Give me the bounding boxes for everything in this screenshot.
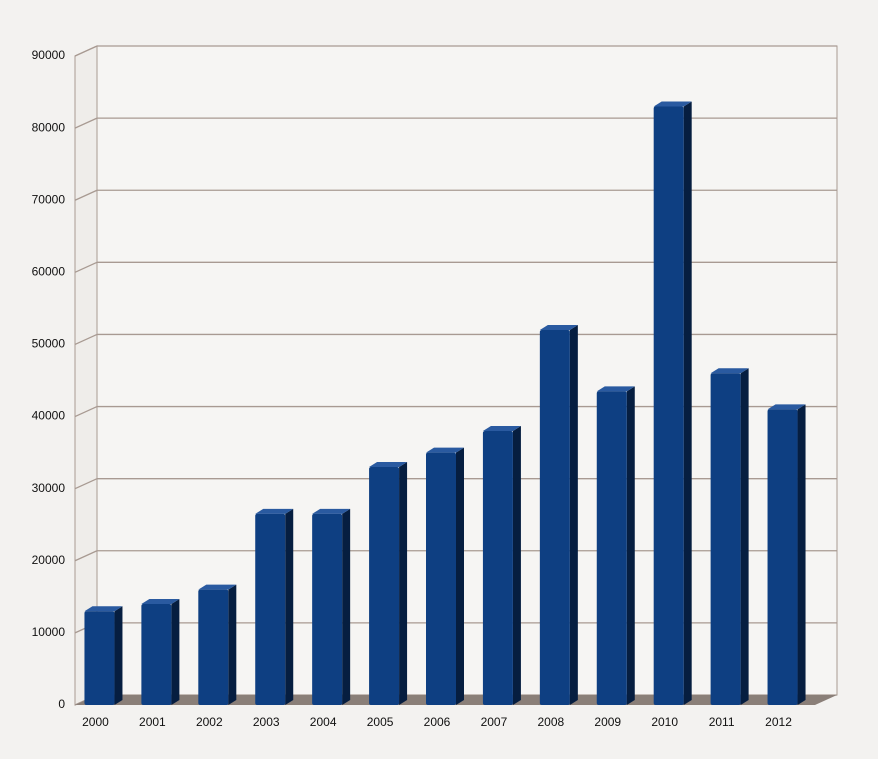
grid-line-side (74, 333, 98, 346)
bar (539, 330, 570, 705)
x-tick-label: 2002 (196, 715, 223, 729)
grid-line-side (74, 189, 98, 201)
grid-line-side (74, 117, 98, 129)
x-tick-label: 2006 (424, 715, 451, 729)
y-tick-label: 0 (58, 697, 65, 711)
bar-side (683, 101, 692, 705)
bar (141, 604, 172, 705)
bar (482, 430, 513, 705)
bar (255, 513, 286, 705)
y-tick-label: 10000 (32, 625, 66, 639)
grid-line-side (74, 405, 98, 418)
bar-side (228, 584, 237, 705)
bar-side (285, 508, 294, 705)
bar-top (482, 425, 521, 431)
grid-line-side (74, 261, 98, 273)
bar-side (740, 368, 749, 705)
bar-top (369, 462, 408, 468)
x-tick-label: 2009 (594, 715, 621, 729)
bar-top (312, 508, 351, 514)
bar-side (171, 599, 180, 705)
bar (198, 589, 229, 705)
bar-top (198, 584, 237, 590)
bar (369, 467, 400, 705)
x-tick-label: 2005 (367, 715, 394, 729)
y-tick-label: 60000 (32, 265, 66, 279)
bar-top (767, 404, 806, 410)
x-tick-label: 2001 (139, 715, 166, 729)
bar-top (710, 368, 749, 374)
y-tick-label: 40000 (32, 409, 66, 423)
bar-top (84, 606, 123, 612)
bar (653, 106, 684, 705)
bar-top (426, 447, 464, 453)
y-tick-label: 90000 (32, 48, 66, 62)
y-tick-label: 80000 (32, 120, 66, 134)
bar-side (399, 462, 408, 705)
y-tick-label: 50000 (32, 337, 66, 351)
x-tick-label: 2000 (82, 715, 109, 729)
bar-top (653, 101, 692, 107)
bar (312, 513, 343, 705)
bar-top (539, 325, 578, 331)
x-tick-label: 2012 (765, 715, 792, 729)
x-tick-label: 2003 (253, 715, 280, 729)
x-tick-label: 2010 (651, 715, 678, 729)
bar (426, 452, 456, 705)
bar-side (456, 447, 464, 705)
y-tick-label: 70000 (32, 192, 66, 206)
grid-line-side (74, 45, 98, 57)
bar-side (114, 606, 123, 705)
x-tick-label: 2007 (481, 715, 508, 729)
bar-side (626, 386, 635, 705)
y-tick-label: 20000 (32, 553, 66, 567)
grid-line-side (74, 478, 98, 490)
x-tick-label: 2011 (709, 715, 735, 729)
side-wall (74, 45, 98, 706)
bar-top (141, 599, 180, 605)
bar-top (255, 508, 294, 514)
y-tick-label: 30000 (32, 481, 66, 495)
bar (596, 391, 627, 705)
x-tick-label: 2004 (310, 715, 337, 729)
bar-side (342, 508, 351, 705)
bar (767, 409, 798, 705)
bar-top (596, 386, 635, 392)
x-tick-label: 2008 (537, 715, 564, 729)
bar-side (797, 404, 806, 705)
bar (710, 373, 741, 705)
bar-side (512, 425, 521, 705)
bar (84, 611, 115, 705)
grid-line-side (74, 550, 98, 562)
bar-side (569, 325, 578, 705)
